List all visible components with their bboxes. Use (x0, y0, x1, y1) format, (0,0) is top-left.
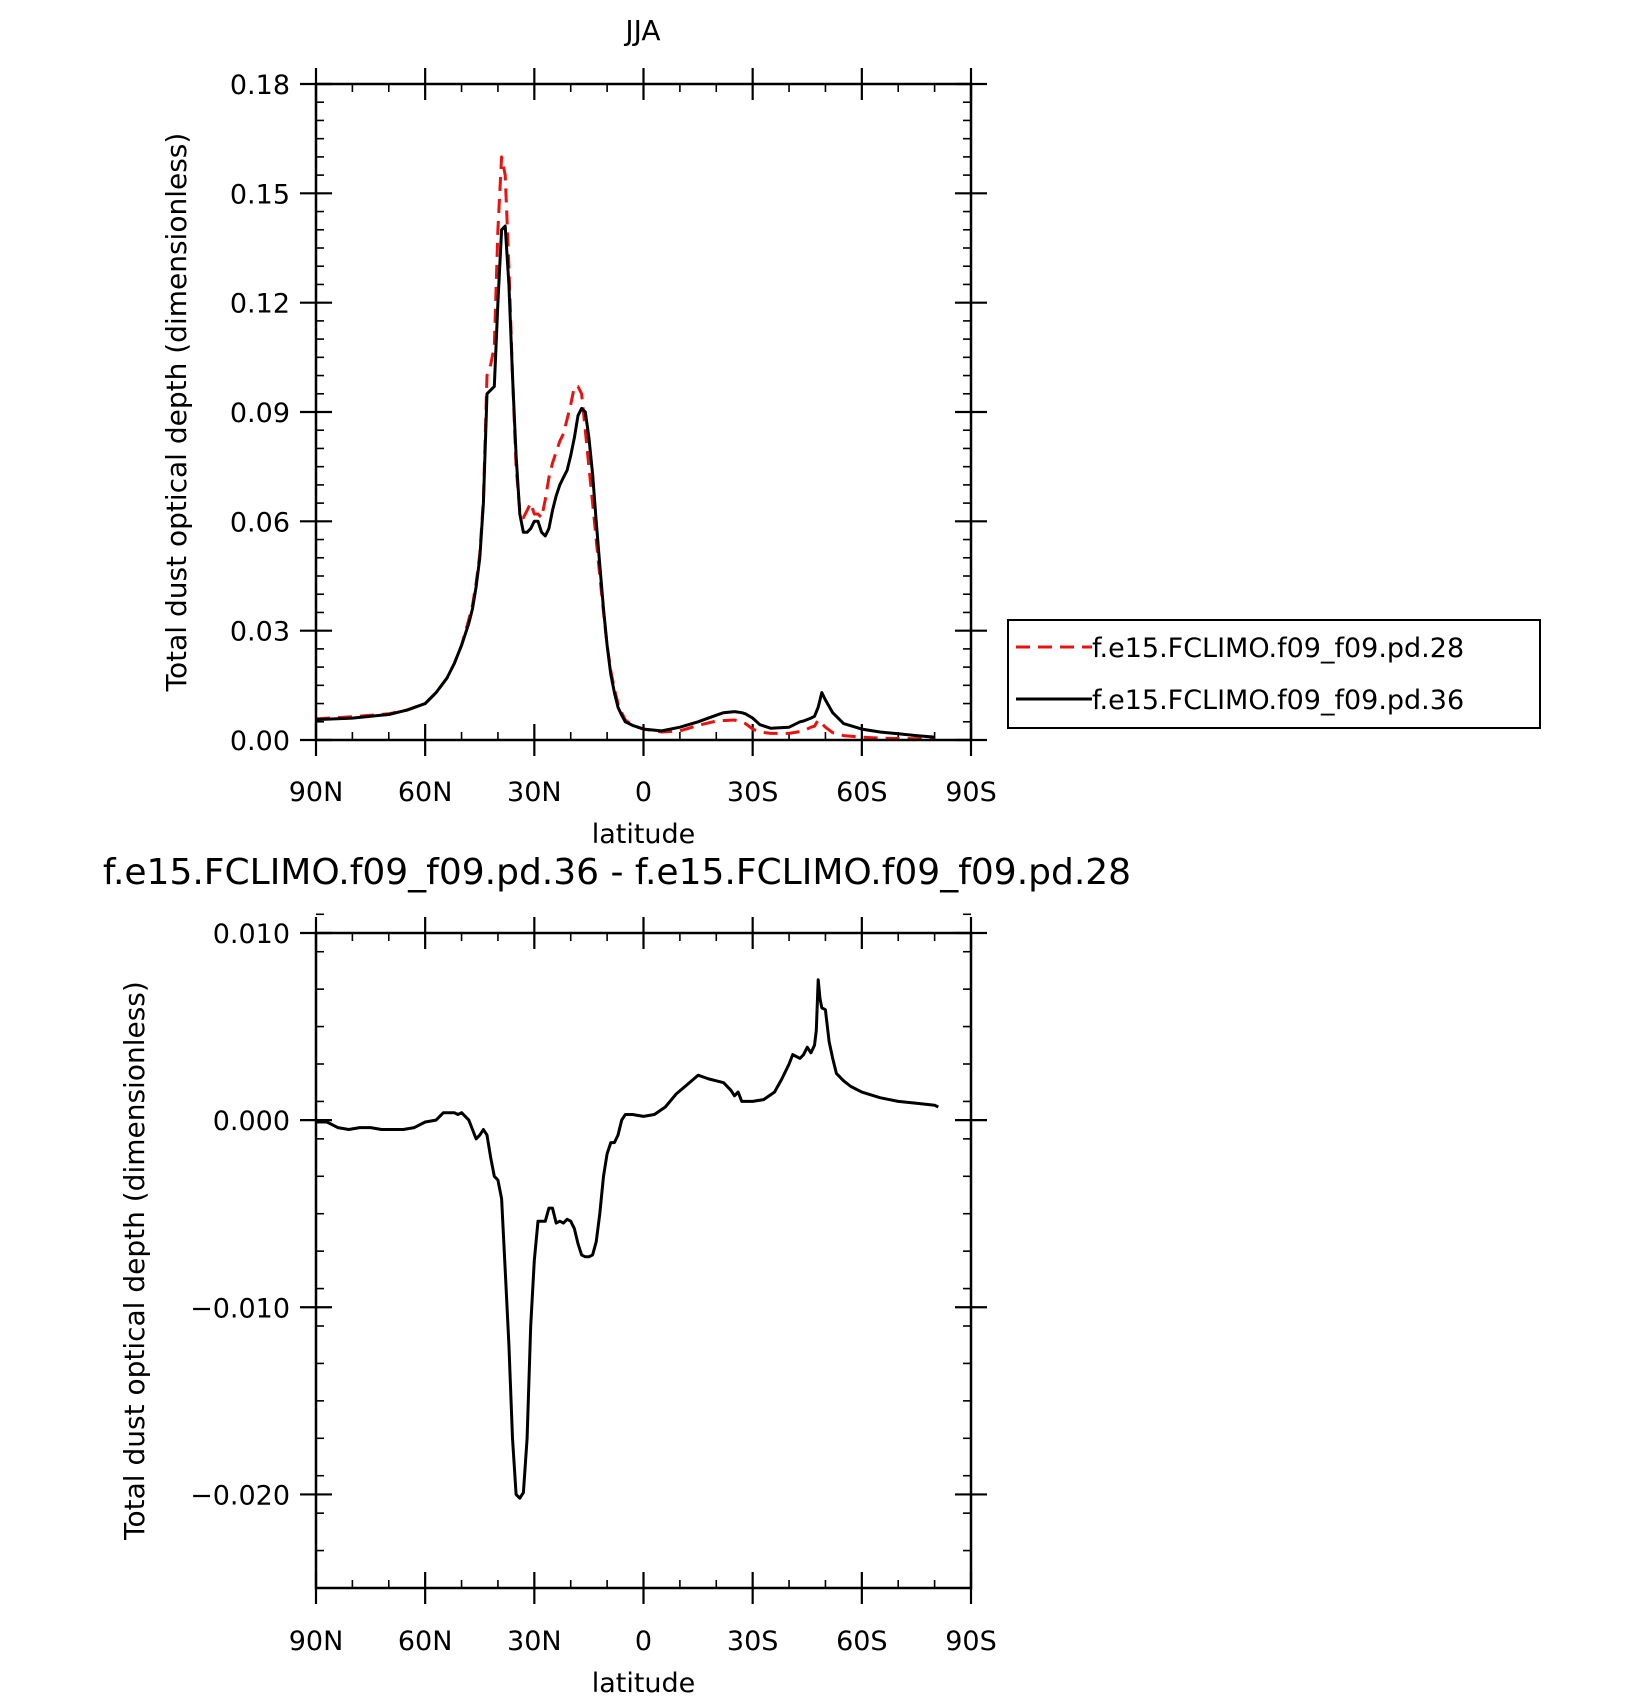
x-tick-label: 0 (635, 777, 652, 808)
y-tick-label: 0.12 (230, 289, 290, 320)
y-tick-label: 0.010 (213, 919, 290, 950)
y-tick-label: 0.03 (230, 617, 290, 648)
y-tick-label: −0.020 (190, 1480, 290, 1511)
y-tick-label: 0.000 (213, 1106, 290, 1137)
top-panel: JJA 0.00 0.03 0.06 0.09 0.12 0.15 0.18 90N 60N 30N… (160, 14, 1541, 850)
x-tick-label: 30N (507, 1626, 562, 1657)
x-tick-label: 90S (945, 777, 997, 808)
x-tick-label: 60S (836, 777, 888, 808)
plot-frame (314, 82, 973, 742)
y-tick-label: 0.09 (230, 398, 290, 429)
series-line-2 (315, 224, 935, 739)
y-tick-label: −0.010 (190, 1293, 290, 1324)
bottom-panel: f.e15.FCLIMO.f09_f09.pd.36 - f.e15.FCLIM… (103, 852, 1131, 1699)
x-tick-label: 90S (945, 1626, 997, 1657)
x-axis-label: latitude (592, 1668, 696, 1699)
series-line-1 (316, 978, 939, 1500)
y-axis-label: Total dust optical depth (dimensionless) (160, 133, 193, 693)
y-tick-label: 0.15 (230, 179, 290, 210)
x-tick-label: 60N (398, 1626, 453, 1657)
chart-title: JJA (623, 14, 660, 47)
x-axis-label: latitude (592, 819, 696, 850)
y-tick-label: 0.00 (230, 726, 290, 757)
x-tick-label: 0 (635, 1626, 652, 1657)
y-tick-label: 0.18 (230, 70, 290, 101)
legend-box (1007, 619, 1541, 729)
legend-label: f.e15.FCLIMO.f09_f09.pd.28 (1092, 633, 1464, 664)
x-tick-label: 30N (507, 777, 562, 808)
x-tick-label: 60S (836, 1626, 888, 1657)
y-tick-label: 0.06 (230, 507, 290, 538)
x-tick-label: 90N (289, 1626, 344, 1657)
legend-label: f.e15.FCLIMO.f09_f09.pd.36 (1092, 685, 1464, 716)
x-tick-label: 60N (398, 777, 453, 808)
x-tick-label: 90N (289, 777, 344, 808)
x-tick-label: 30S (727, 1626, 779, 1657)
plot-frame (314, 931, 973, 1590)
series-line-1 (315, 155, 935, 741)
y-axis-label: Total dust optical depth (dimensionless) (118, 981, 151, 1541)
x-tick-label: 30S (727, 777, 779, 808)
chart-title: f.e15.FCLIMO.f09_f09.pd.36 - f.e15.FCLIM… (103, 852, 1131, 893)
